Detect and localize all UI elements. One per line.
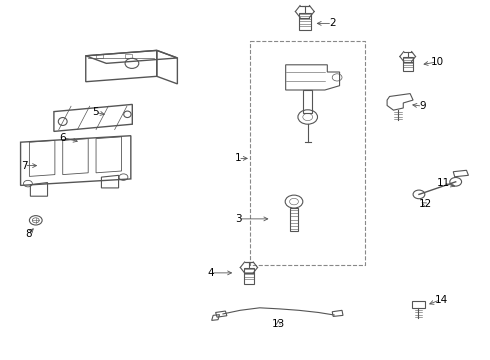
Text: 3: 3 xyxy=(235,214,242,224)
Text: 10: 10 xyxy=(431,57,443,67)
Bar xyxy=(125,54,132,58)
Bar xyxy=(403,57,413,71)
Bar xyxy=(290,208,298,231)
Text: 9: 9 xyxy=(419,101,426,111)
Bar xyxy=(303,90,312,113)
Bar xyxy=(244,268,254,284)
Text: 5: 5 xyxy=(92,107,99,117)
Text: 1: 1 xyxy=(235,153,242,163)
Text: 8: 8 xyxy=(25,229,32,239)
Text: 12: 12 xyxy=(418,199,432,210)
Text: 4: 4 xyxy=(207,268,214,278)
Text: 7: 7 xyxy=(21,161,28,171)
Bar xyxy=(96,54,103,58)
Bar xyxy=(299,13,311,30)
Text: 14: 14 xyxy=(434,294,448,305)
Text: 11: 11 xyxy=(437,178,450,188)
Bar xyxy=(412,301,425,308)
Text: 2: 2 xyxy=(329,18,336,28)
Text: 6: 6 xyxy=(59,132,66,143)
Text: 13: 13 xyxy=(271,319,285,329)
